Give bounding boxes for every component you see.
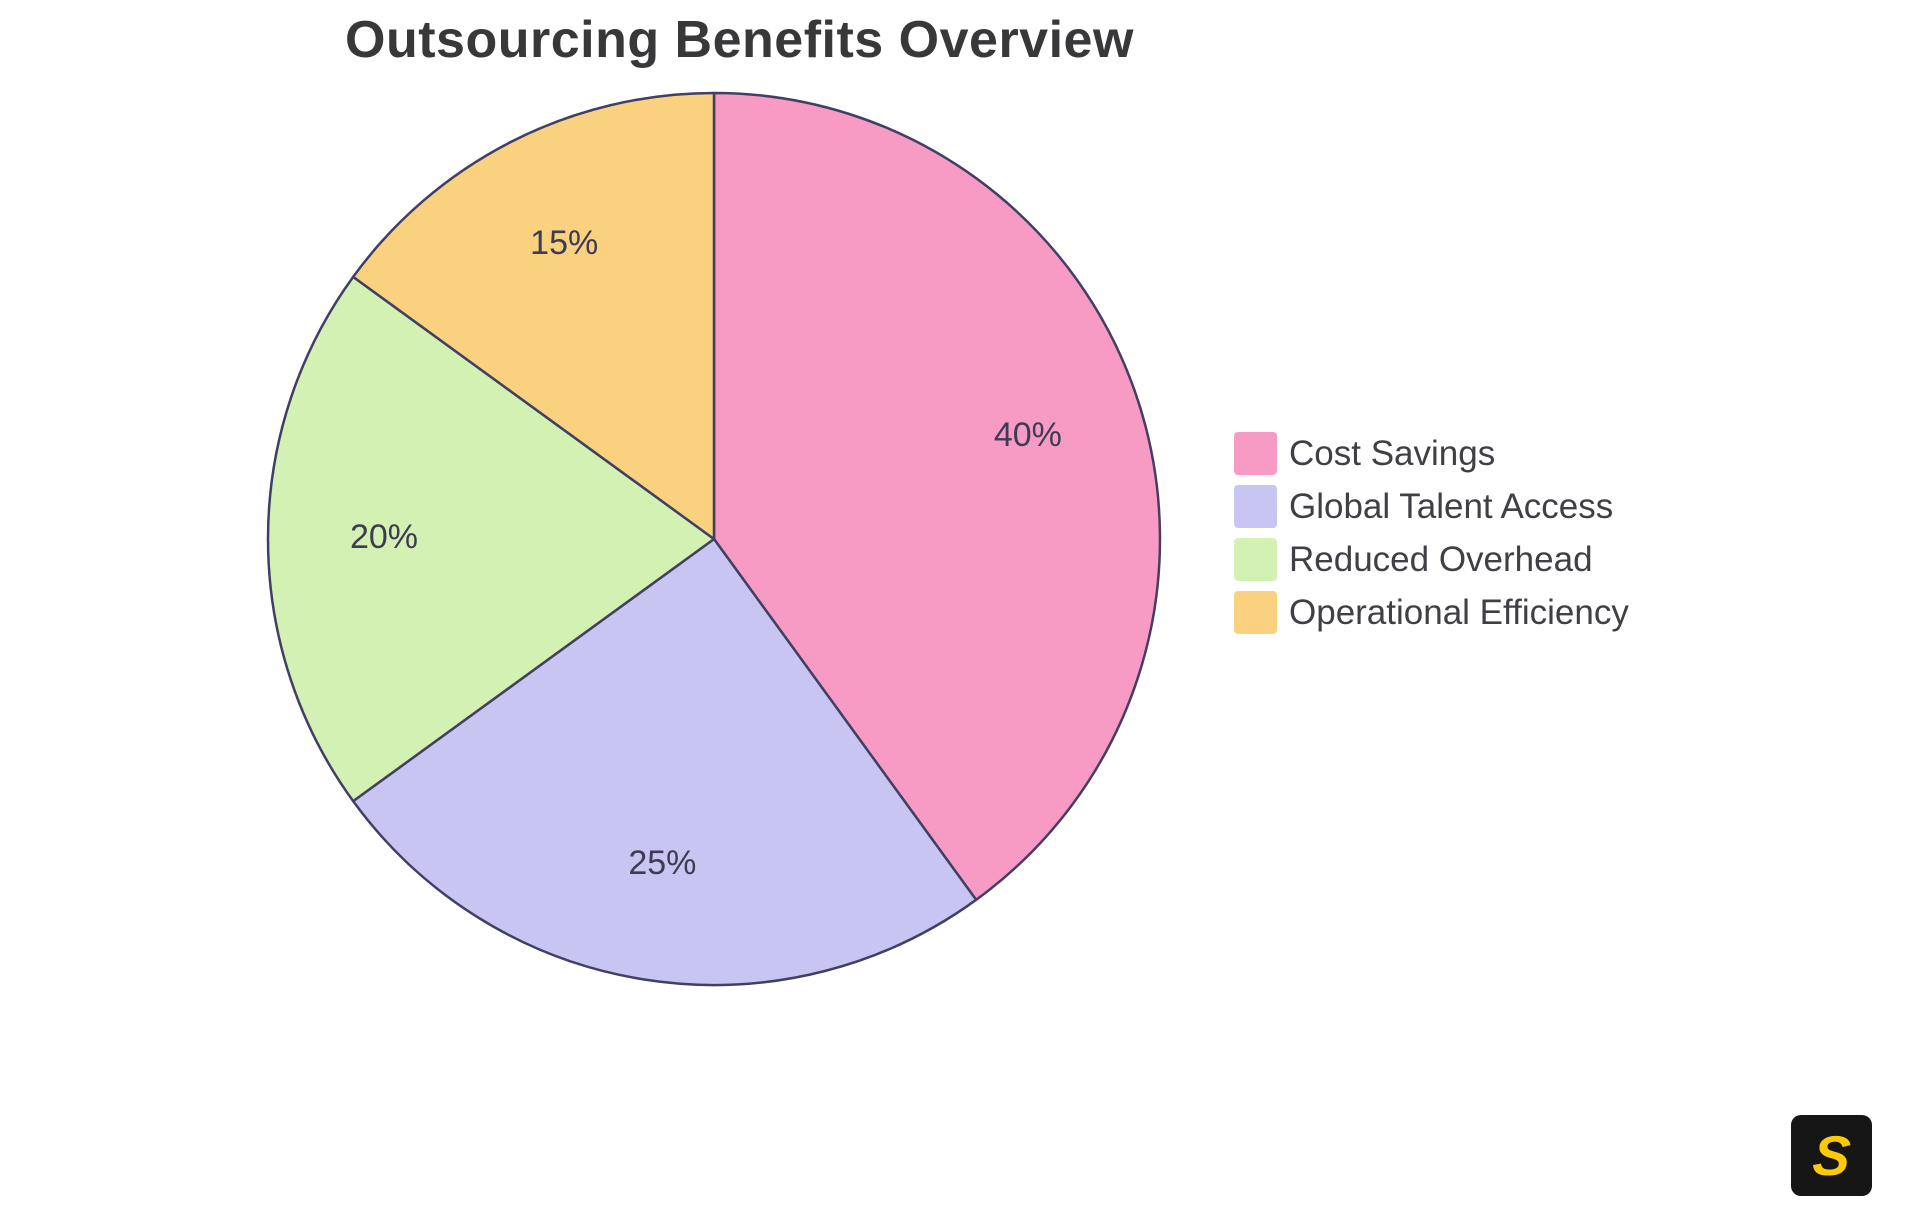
legend: Cost Savings Global Talent Access Reduced … [1234,432,1629,634]
legend-label: Cost Savings [1289,433,1496,473]
slice-percent-label: 20% [350,518,418,556]
legend-item: Operational Efficiency [1234,591,1629,634]
chart-title: Outsourcing Benefits Overview [345,11,1134,69]
legend-label: Reduced Overhead [1289,539,1593,579]
slice-percent-label: 25% [628,844,696,882]
legend-swatch [1234,538,1277,581]
pie-slice-reduced-overhead [266,275,716,803]
legend-label: Global Talent Access [1289,486,1614,526]
brand-logo-letter: S [1810,1123,1853,1187]
pie-slice-operational-efficiency [351,91,716,541]
legend-item: Cost Savings [1234,432,1629,475]
legend-item: Reduced Overhead [1234,538,1629,581]
brand-logo: S [1791,1115,1872,1196]
slice-percent-label: 40% [994,416,1062,454]
pie-slice-cost-savings [712,91,1162,902]
legend-swatch [1234,485,1277,528]
slice-percent-label: 15% [530,224,598,262]
legend-swatch [1234,432,1277,475]
legend-swatch [1234,591,1277,634]
legend-label: Operational Efficiency [1289,592,1629,632]
pie-slice-global-talent-access [351,537,978,987]
legend-item: Global Talent Access [1234,485,1629,528]
